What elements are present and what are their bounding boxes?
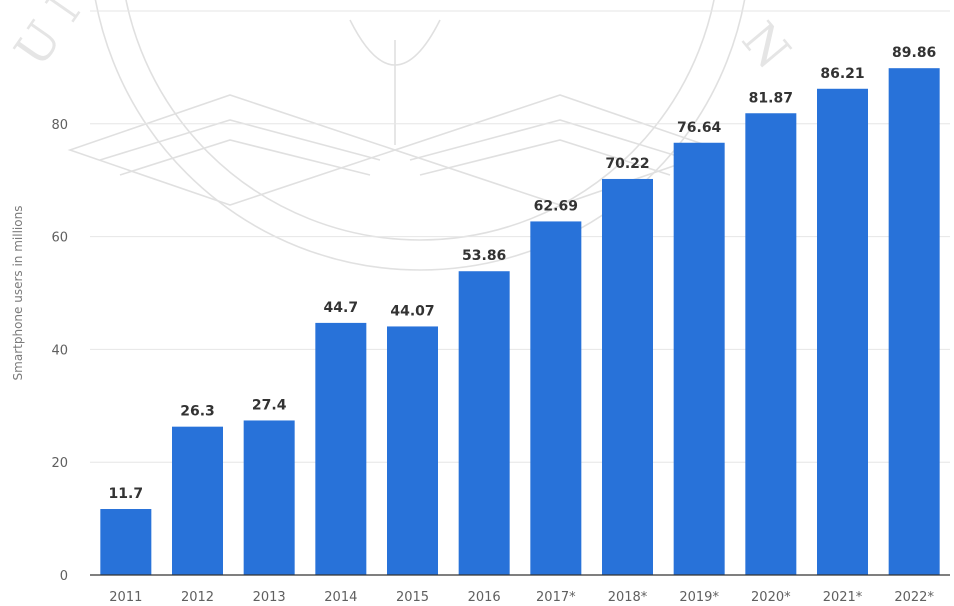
- x-tick-label: 2021*: [823, 590, 863, 605]
- y-tick-label: 20: [51, 456, 68, 471]
- x-tick-label: 2017*: [536, 590, 576, 605]
- bars: [100, 68, 940, 575]
- x-axis: 2011 2012 2013 2014 2015 2016 2017* 2018* 2019* 2…: [109, 590, 934, 605]
- svg-text:N: N: [731, 12, 801, 80]
- x-tick-label: 2013: [253, 590, 286, 605]
- bar-2014: [315, 322, 367, 575]
- bar-2017: [530, 221, 582, 575]
- data-label: 70.22: [605, 156, 649, 172]
- bar-2019: [673, 142, 725, 575]
- data-label: 44.07: [390, 303, 434, 319]
- bar-2020: [745, 113, 797, 575]
- data-label: 27.4: [252, 397, 287, 413]
- y-tick-label: 40: [51, 343, 68, 358]
- bar-2022: [888, 68, 940, 575]
- y-tick-label: 80: [51, 118, 68, 133]
- bar-2013: [243, 420, 295, 575]
- data-label: 76.64: [677, 120, 722, 136]
- x-tick-label: 2020*: [751, 590, 791, 605]
- data-labels: 11.7 26.3 27.4 44.7 44.07 53.86 62.69 70.22 76.6…: [109, 45, 937, 502]
- data-label: 81.87: [749, 90, 793, 106]
- data-label: 86.21: [820, 66, 864, 82]
- y-axis-title: Smartphone users in millions: [11, 206, 25, 381]
- x-tick-label: 2019*: [679, 590, 719, 605]
- bar-2015: [387, 326, 438, 575]
- bar-2018: [602, 178, 653, 575]
- y-axis: 0 20 40 60 80: [51, 118, 68, 584]
- bar-2011: [100, 509, 152, 575]
- data-label: 62.69: [534, 198, 578, 214]
- x-tick-label: 2022*: [894, 590, 934, 605]
- bar-2012: [172, 426, 223, 575]
- x-tick-label: 2018*: [608, 590, 648, 605]
- svg-text:U N: U N: [4, 0, 106, 77]
- data-label: 11.7: [109, 486, 144, 502]
- y-tick-label: 0: [60, 569, 68, 584]
- x-tick-label: 2014: [324, 590, 357, 605]
- x-tick-label: 2011: [109, 590, 142, 605]
- x-tick-label: 2012: [181, 590, 214, 605]
- data-label: 89.86: [892, 45, 936, 61]
- bar-2021: [817, 88, 868, 575]
- bar-2016: [458, 271, 510, 575]
- x-tick-label: 2015: [396, 590, 429, 605]
- data-label: 44.7: [324, 300, 359, 316]
- data-label: 53.86: [462, 248, 506, 264]
- data-label: 26.3: [180, 404, 215, 420]
- y-tick-label: 60: [51, 231, 68, 246]
- x-tick-label: 2016: [468, 590, 501, 605]
